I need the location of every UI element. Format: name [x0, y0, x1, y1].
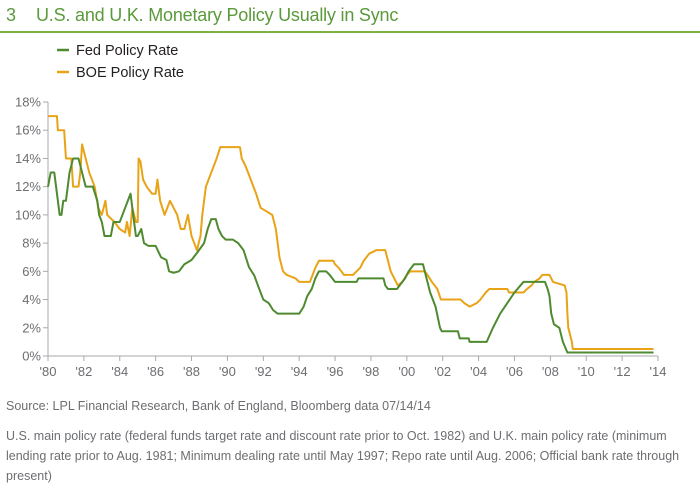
y-tick-label: 18%: [15, 95, 41, 110]
x-axis: '80 '82 '84 '86 '88 '90 '92 '94 '96 '98 '00 '02 '04 '…: [40, 355, 667, 379]
methodology-note: U.S. main policy rate (federal funds tar…: [6, 429, 680, 483]
x-tick-label: '84: [111, 364, 128, 379]
x-tick-label: '92: [255, 364, 272, 379]
x-tick-label: '12: [614, 364, 631, 379]
x-tick-label: '08: [542, 364, 559, 379]
y-tick-label: 16%: [15, 123, 41, 138]
x-tick-label: '86: [147, 364, 164, 379]
x-tick-label: '10: [578, 364, 595, 379]
y-tick-label: 4%: [22, 292, 41, 307]
x-tick-label: '90: [219, 364, 236, 379]
series-layer: [47, 115, 654, 354]
fed-policy-rate-line: [47, 157, 654, 354]
title-divider: [0, 31, 700, 33]
y-axis: 0% 2% 4% 6% 8% 10% 12% 14% 16% 18%: [15, 95, 49, 364]
x-tick-label: '04: [470, 364, 487, 379]
x-tick-label: '00: [398, 364, 415, 379]
figure-number: 3: [6, 5, 17, 25]
y-tick-label: 14%: [15, 151, 41, 166]
y-tick-label: 2%: [22, 320, 41, 335]
x-tick-label: '14: [650, 364, 667, 379]
line-chart: Fed Policy Rate BOE Policy Rate 0% 2% 4% 6% 8…: [15, 43, 667, 379]
chart-title: U.S. and U.K. Monetary Policy Usually in…: [36, 5, 399, 25]
y-tick-label: 8%: [22, 236, 41, 251]
x-tick-label: '98: [362, 364, 379, 379]
x-tick-label: '02: [434, 364, 451, 379]
y-tick-label: 6%: [22, 264, 41, 279]
x-tick-label: '80: [40, 364, 57, 379]
y-tick-label: 0%: [22, 349, 41, 364]
figure-header: 3 U.S. and U.K. Monetary Policy Usually …: [0, 0, 700, 34]
x-tick-label: '88: [183, 364, 200, 379]
y-tick-label: 12%: [15, 179, 41, 194]
legend-label-boe: BOE Policy Rate: [76, 65, 184, 81]
x-tick-label: '06: [506, 364, 523, 379]
legend-label-fed: Fed Policy Rate: [76, 43, 178, 59]
x-tick-label: '82: [75, 364, 92, 379]
x-tick-label: '94: [291, 364, 308, 379]
legend: Fed Policy Rate BOE Policy Rate: [57, 43, 184, 81]
x-tick-label: '96: [327, 364, 344, 379]
source-note: Source: LPL Financial Research, Bank of …: [6, 399, 431, 413]
y-tick-label: 10%: [15, 207, 41, 222]
boe-policy-rate-line: [48, 115, 654, 350]
